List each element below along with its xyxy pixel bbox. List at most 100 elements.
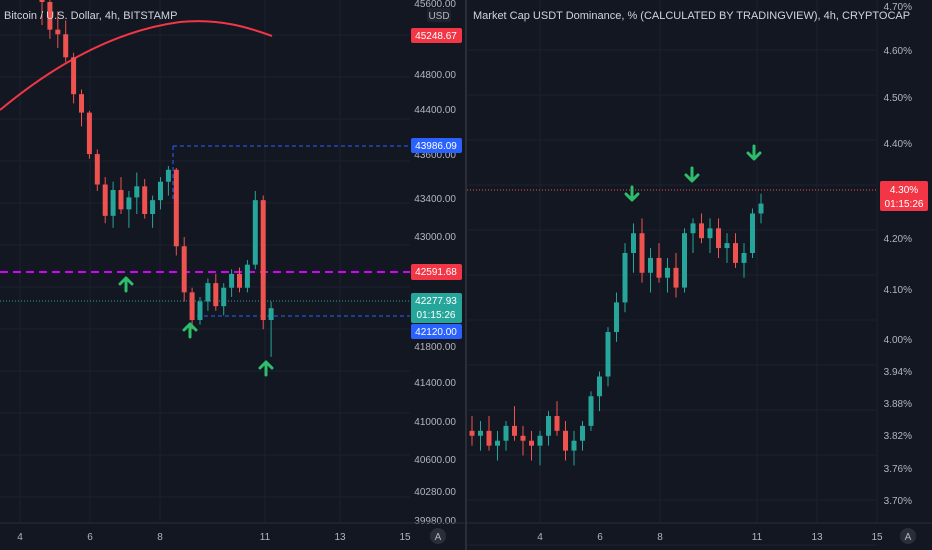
percent-tick-label: 3.70%: [884, 496, 912, 507]
candle-body: [699, 223, 704, 239]
percent-tick-label: 4.70%: [884, 2, 912, 13]
date-tick-label: 8: [657, 532, 663, 543]
usdt-chart-title: Market Cap USDT Dominance, % (CALCULATED…: [473, 10, 911, 22]
candle-body: [716, 228, 721, 249]
candle-body: [189, 292, 195, 320]
candle-body: [39, 0, 45, 2]
date-tick-label: 4: [537, 532, 543, 543]
candle-body: [197, 301, 203, 320]
date-tick-label: 15: [399, 532, 411, 543]
purple-level-tag-box: [411, 264, 462, 280]
candle-body: [758, 203, 764, 214]
last-price-tag: 42277.93: [415, 296, 457, 307]
arrow-down-icon: [624, 185, 640, 202]
arrow-down-icon-shape: [746, 144, 762, 161]
auto-scale-button[interactable]: [430, 528, 446, 544]
ma-value-tag-box: [411, 28, 462, 43]
upper-level-tag: 43986.09: [415, 141, 457, 152]
candle-body: [478, 430, 483, 436]
percent-tick-label: 4.50%: [884, 93, 912, 104]
last-price-tag-box: [411, 293, 462, 323]
lower-level-tag-box: [411, 324, 462, 339]
last-value-tag-box: [880, 181, 928, 211]
candle-body: [648, 257, 653, 273]
pane-divider[interactable]: [465, 0, 467, 550]
arrow-up-icon-shape: [182, 322, 198, 339]
candle-body: [229, 273, 235, 288]
candle-body: [673, 267, 679, 288]
candle-body: [94, 154, 100, 185]
candle-body: [554, 416, 560, 431]
price-tick-label: 43400.00: [414, 194, 456, 205]
price-tick-label: 44400.00: [414, 105, 456, 116]
candle-body: [707, 228, 713, 239]
arrow-up-icon-shape: [258, 360, 274, 377]
date-tick-label: 8: [157, 532, 163, 543]
percent-tick-label: 4.00%: [884, 335, 912, 346]
price-tick-label: 43000.00: [414, 232, 456, 243]
candle-body: [126, 197, 132, 210]
percent-tick-label: 3.82%: [884, 431, 912, 442]
candle-body: [268, 308, 274, 320]
auto-scale-label: A: [435, 532, 442, 543]
moving-average-line: [0, 20, 273, 111]
candle-body: [741, 253, 747, 263]
date-tick-label: 13: [811, 532, 823, 543]
candle-body: [520, 435, 526, 441]
candle-body: [134, 186, 140, 198]
price-tick-label: 45600.00: [414, 0, 456, 10]
price-tick-label: 44800.00: [414, 70, 456, 81]
candle-body: [682, 233, 687, 288]
price-tick-label: 41000.00: [414, 417, 456, 428]
auto-scale-label: A: [905, 532, 912, 543]
percent-tick-label: 3.94%: [884, 367, 912, 378]
currency-label-box[interactable]: [427, 8, 451, 22]
candle-body: [260, 200, 266, 320]
candle-body: [205, 283, 211, 302]
candle-body: [158, 181, 163, 201]
candle-body: [55, 29, 61, 35]
date-tick-label: 13: [334, 532, 346, 543]
price-tick-label: 41400.00: [414, 378, 456, 389]
ma-value-tag: 45248.67: [415, 31, 457, 42]
candle-body: [165, 169, 171, 182]
candle-body: [221, 287, 227, 307]
candle-body: [213, 283, 219, 307]
date-tick-label: 11: [752, 532, 763, 543]
candle-body: [614, 302, 619, 333]
candle-body: [639, 233, 645, 273]
usdt-dominance-chart-pane[interactable]: 4.70% 4.60% 4.50% 4.40% 4.20% 4.10% 4.00% 3.94%…: [467, 0, 932, 550]
date-tick-label: 6: [597, 532, 603, 543]
candle-body: [79, 94, 84, 113]
btc-chart-pane[interactable]: 45600.00 44800.00 44400.00 43600.00 43400.00…: [0, 0, 465, 550]
candle-body: [537, 435, 543, 446]
candle-body: [47, 2, 53, 30]
date-tick-label: 6: [87, 532, 93, 543]
candle-body: [665, 267, 670, 278]
usdt-chart-canvas[interactable]: 4.70% 4.60% 4.50% 4.40% 4.20% 4.10% 4.00% 3.94%…: [467, 0, 932, 550]
candle-body: [563, 430, 568, 451]
arrow-up-icon: [258, 360, 274, 377]
arrow-down-icon-shape: [624, 185, 640, 202]
price-tick-label: 39980.00: [414, 516, 456, 527]
auto-scale-button[interactable]: [900, 528, 916, 544]
countdown-tag: 01:15:26: [417, 310, 456, 321]
candle-body: [71, 57, 77, 95]
candle-body: [142, 186, 148, 214]
arrow-down-icon: [746, 144, 762, 161]
candle-body: [546, 416, 551, 436]
candle-body: [656, 257, 662, 278]
price-tick-label: 41800.00: [414, 342, 456, 353]
candle-body: [597, 376, 602, 397]
currency-label: USD: [428, 11, 449, 22]
percent-tick-label: 4.10%: [884, 285, 912, 296]
candle-body: [469, 430, 475, 436]
btc-chart-canvas[interactable]: 45600.00 44800.00 44400.00 43600.00 43400.00…: [0, 0, 465, 550]
date-tick-label: 15: [871, 532, 883, 543]
candle-body: [690, 223, 696, 234]
candle-body: [733, 243, 738, 263]
price-tick-label: 40600.00: [414, 455, 456, 466]
purple-level-tag: 42591.68: [415, 267, 457, 278]
countdown-tag: 01:15:26: [885, 199, 924, 210]
arrow-down-icon-shape: [684, 166, 700, 183]
